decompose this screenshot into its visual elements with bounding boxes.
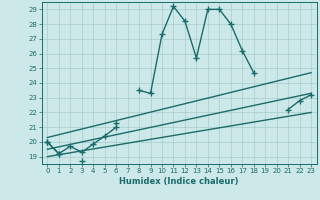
- X-axis label: Humidex (Indice chaleur): Humidex (Indice chaleur): [119, 177, 239, 186]
